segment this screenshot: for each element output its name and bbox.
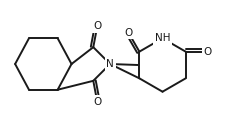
- Text: O: O: [93, 97, 101, 107]
- Text: O: O: [203, 47, 212, 57]
- Text: O: O: [93, 21, 101, 31]
- Text: NH: NH: [155, 33, 170, 43]
- Text: N: N: [106, 59, 114, 69]
- Text: O: O: [124, 28, 133, 38]
